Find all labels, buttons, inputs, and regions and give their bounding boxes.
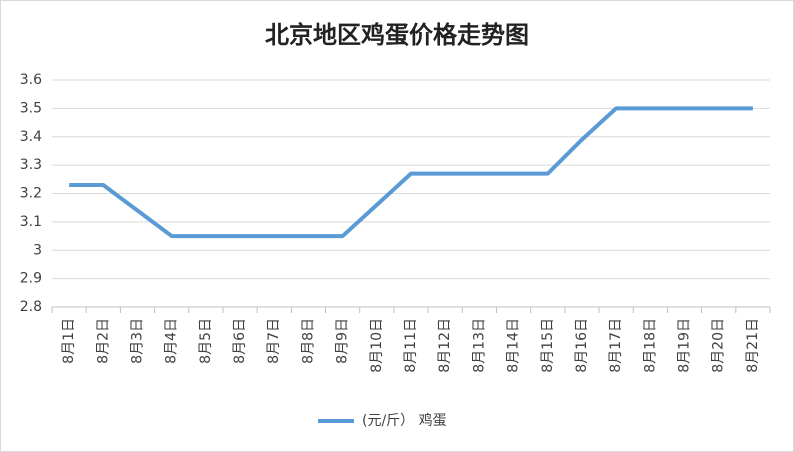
x-tick-label: 8月18日 (642, 318, 658, 373)
x-tick-label: 8月11日 (403, 318, 419, 373)
x-tick-label: 8月14日 (506, 318, 522, 373)
x-tick-label: 8月12日 (437, 318, 453, 373)
y-tick-label: 2.8 (20, 299, 42, 315)
y-tick-label: 3.2 (20, 186, 42, 202)
y-tick-label: 3.1 (20, 214, 42, 230)
x-tick-label: 8月10日 (369, 318, 385, 373)
x-tick-label: 8月7日 (266, 318, 282, 364)
x-tick-label: 8月4日 (164, 318, 180, 364)
x-tick-label: 8月13日 (471, 318, 487, 373)
x-tick-label: 8月20日 (711, 318, 727, 373)
chart-title: 北京地区鸡蛋价格走势图 (265, 21, 529, 49)
x-tick-label: 8月3日 (129, 318, 145, 364)
x-tick-label: 8月16日 (574, 318, 590, 373)
x-tick-label: 8月9日 (335, 318, 351, 364)
y-tick-label: 3.3 (20, 157, 42, 173)
x-tick-label: 8月17日 (608, 318, 624, 373)
line-series (69, 106, 753, 239)
x-tick-label: 8月15日 (540, 318, 556, 373)
x-tick-label: 8月21日 (745, 318, 761, 373)
y-tick-label: 3.6 (20, 72, 42, 88)
x-tick-label: 8月2日 (95, 318, 111, 364)
x-tick-label: 8月5日 (198, 318, 214, 364)
y-tick-label: 3.5 (20, 100, 42, 116)
y-tick-label: 3.4 (20, 129, 42, 145)
x-tick-label: 8月8日 (300, 318, 316, 364)
x-tick-label: 8月1日 (61, 318, 77, 364)
legend-label: (元/斤） 鸡蛋 (362, 412, 447, 429)
x-tick-label: 8月19日 (677, 318, 693, 373)
y-tick-label: 3 (33, 242, 42, 258)
y-tick-label: 2.9 (20, 271, 42, 287)
x-tick-label: 8月6日 (232, 318, 248, 364)
